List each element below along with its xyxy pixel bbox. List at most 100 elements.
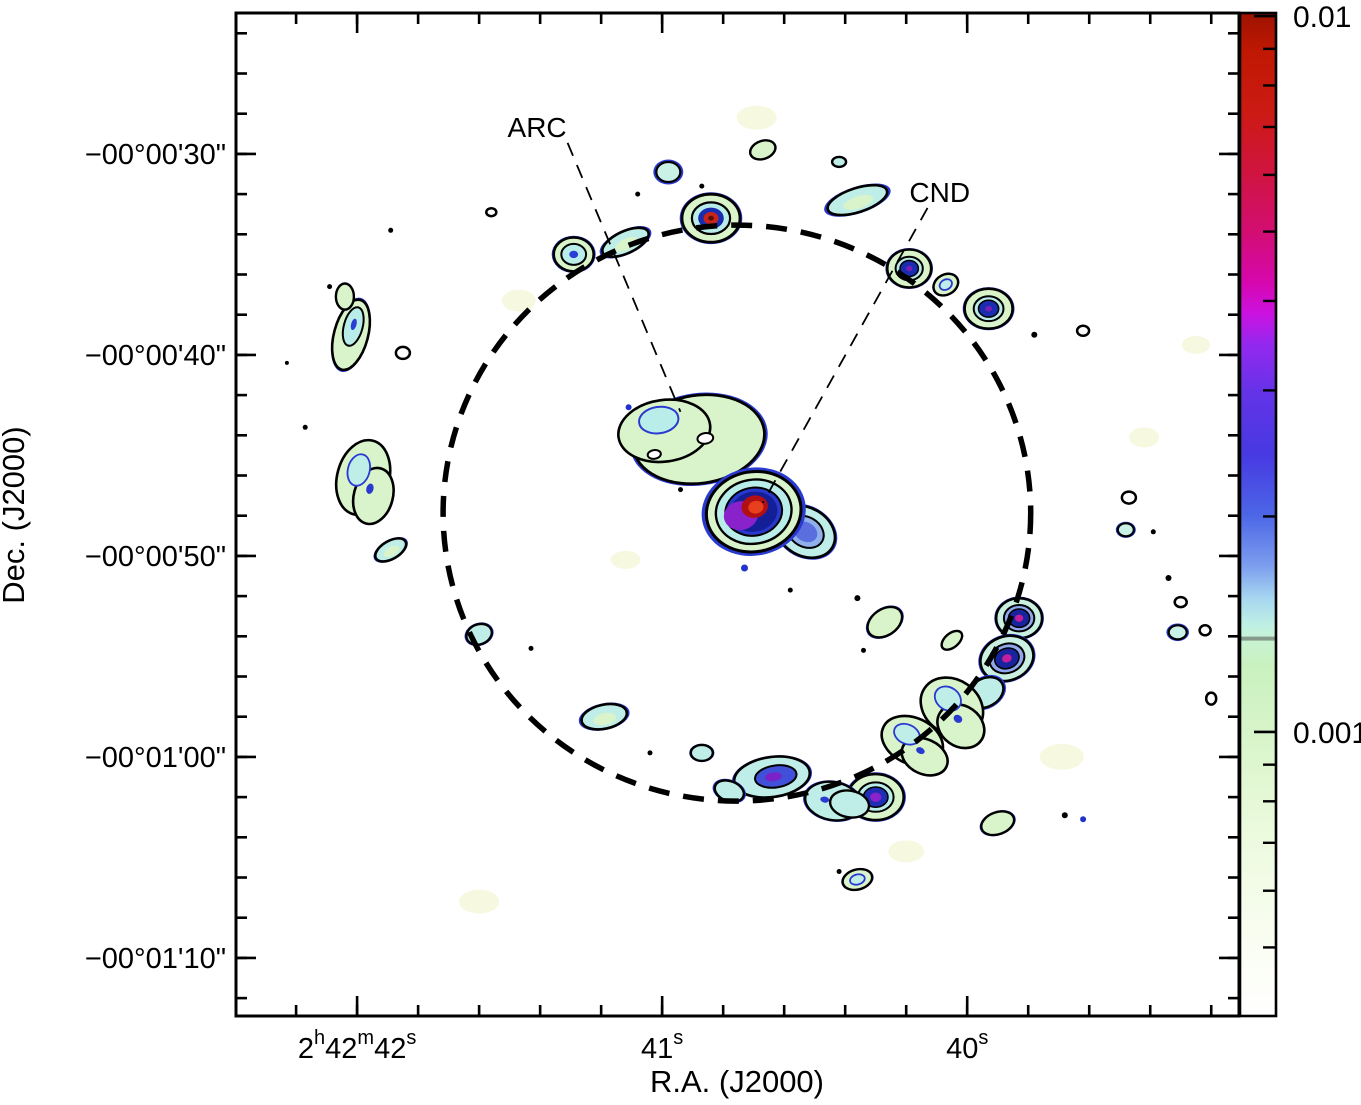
contour-layer: [888, 840, 925, 863]
source-feature: [689, 743, 715, 763]
source-feature: [1115, 521, 1136, 538]
contour-layer: [346, 453, 372, 487]
source-feature: [979, 810, 1016, 837]
contour-layer: [749, 139, 777, 161]
source-feature: [1061, 812, 1068, 819]
contour-layer: [1204, 691, 1218, 706]
contour-layer: [1165, 575, 1172, 581]
contour-layer: [985, 305, 992, 312]
contour-layer: [625, 404, 632, 411]
faint-patch: [1039, 743, 1084, 770]
contour-layer: [699, 183, 705, 189]
contour-layer: [327, 284, 333, 290]
source-feature: [302, 424, 308, 430]
contour-layer: [828, 789, 871, 819]
source-feature: [1080, 816, 1087, 823]
contour-layer: [861, 647, 866, 653]
contour-layer: [569, 250, 579, 259]
source-feature: [824, 183, 891, 217]
contour-layer: [1061, 812, 1068, 819]
contour-layer: [1039, 743, 1084, 770]
y-tick-label: −00°00'30": [85, 139, 226, 171]
colorbar-label: 0.01: [1293, 1, 1351, 34]
source-feature: [741, 564, 748, 572]
colorbar: 0.01 0.001: [1238, 1, 1361, 1018]
source-feature: [1198, 624, 1212, 637]
source-feature: [373, 536, 408, 563]
contour-layer: [1120, 490, 1138, 505]
contour-layer: [1167, 624, 1188, 641]
contour-layer: [1002, 654, 1012, 663]
x-tick-label: 2h42m42s: [298, 1027, 416, 1065]
source-feature: [1075, 324, 1091, 338]
contour-layer: [741, 564, 748, 572]
contour-layer: [646, 448, 662, 460]
contour-layer: [388, 227, 394, 233]
source-feature: [394, 345, 412, 361]
source-feature: [962, 287, 1015, 331]
contour-layer: [953, 714, 963, 723]
contour-layer: [820, 796, 830, 803]
contour-layer: [610, 550, 641, 569]
contour-layer: [900, 736, 949, 777]
x-tick-label: 40s: [946, 1027, 988, 1065]
y-tick-label: −00°01'00": [85, 742, 226, 774]
source-feature: [578, 702, 630, 731]
source-feature: [284, 360, 289, 365]
source-feature: [861, 647, 866, 653]
source-feature: [803, 780, 871, 822]
contour-layer: [836, 869, 842, 874]
contour-layer: [1150, 529, 1156, 535]
contour-layer: [748, 500, 764, 514]
source-feature: [551, 235, 596, 274]
y-axis-title: Dec. (J2000): [0, 426, 31, 603]
contour-layer: [638, 405, 680, 435]
contour-layer: [678, 487, 683, 493]
source-feature: [748, 139, 777, 161]
ring-ellipse: [440, 222, 1034, 804]
contour-layer: [501, 289, 536, 312]
source-feature: [865, 605, 904, 639]
faint-patch: [610, 550, 641, 569]
source-feature: [485, 206, 498, 218]
contour-layer: [1075, 324, 1091, 338]
x-tick-label: 41s: [641, 1027, 683, 1065]
contour-layer: [284, 360, 289, 365]
contour-layer: [980, 810, 1016, 837]
source-feature: [388, 227, 394, 233]
annotation-pointer-line: [566, 142, 682, 413]
faint-emission-patches: [459, 105, 1210, 914]
contour-layer: [528, 645, 534, 651]
contour-layer: [485, 206, 498, 218]
contour-layer: [647, 750, 653, 756]
faint-patch: [1182, 335, 1210, 354]
contour-layer: [854, 595, 861, 602]
source-feature: [327, 284, 333, 290]
annotation-pointer-line: [762, 207, 929, 504]
contour-layer: [849, 873, 866, 886]
source-feature: [885, 248, 933, 289]
contour-layer: [696, 432, 715, 445]
source-features: [284, 139, 1218, 892]
source-feature: [1166, 623, 1189, 642]
y-tick-label: −00°00'40": [85, 340, 226, 372]
source-feature: [1173, 595, 1188, 609]
source-feature: [464, 622, 494, 647]
colorbar-frame: [1238, 11, 1278, 1018]
y-tick-label: −00°00'50": [85, 541, 226, 573]
annotation-labels: ARC CND: [508, 112, 971, 208]
source-feature: [330, 297, 372, 372]
source-feature: [932, 272, 960, 297]
contour-layer: [366, 483, 374, 494]
contour-layer: [940, 629, 964, 651]
contour-layer: [708, 215, 714, 221]
contour-layer: [459, 889, 500, 914]
source-feature: [1031, 331, 1038, 338]
contour-layer: [938, 278, 953, 291]
source-feature: [836, 869, 842, 874]
contour-layer: [1182, 335, 1210, 354]
colorbar-gradient: [1240, 13, 1276, 1016]
faint-patch: [459, 889, 500, 914]
contour-layer: [866, 605, 904, 639]
source-feature: [647, 750, 653, 756]
